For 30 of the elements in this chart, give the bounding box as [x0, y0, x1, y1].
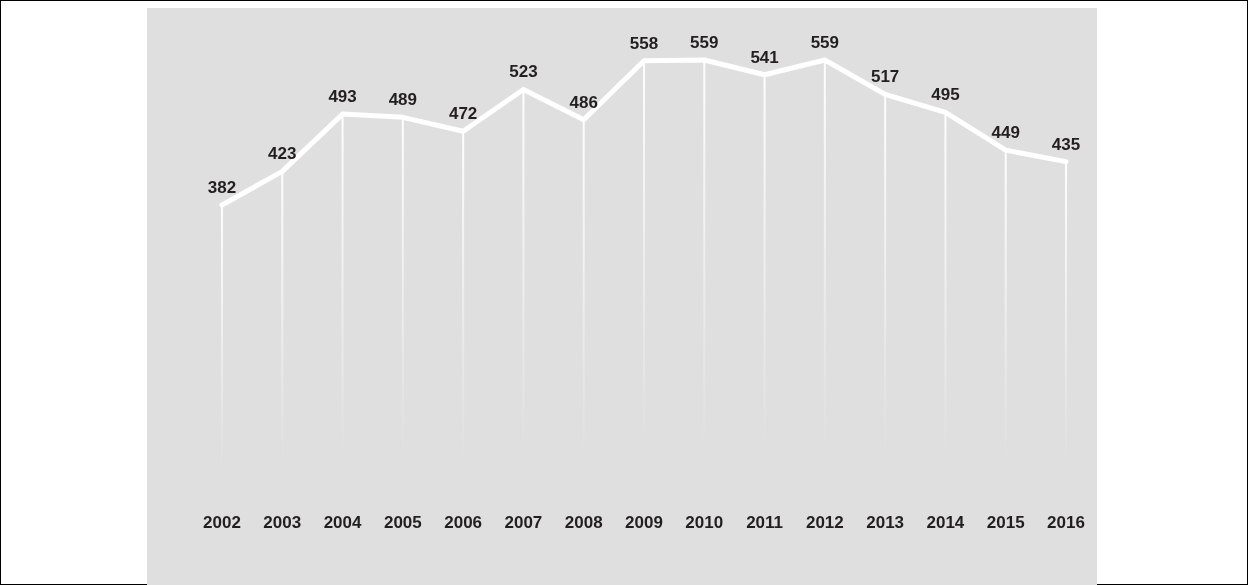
x-tick-label: 2010: [685, 513, 724, 532]
data-label: 423: [268, 144, 297, 164]
x-tick-label: 2007: [504, 513, 543, 532]
data-label: 558: [629, 33, 659, 53]
data-label: 517: [870, 67, 900, 87]
x-tick-label: 2009: [625, 513, 663, 532]
x-tick-label: 2004: [323, 513, 363, 532]
data-label: 541: [750, 47, 779, 67]
data-label: 559: [690, 33, 719, 52]
data-label: 449: [991, 123, 1020, 143]
data-label: 493: [328, 87, 357, 107]
x-tick-label: 2002: [203, 513, 241, 532]
x-tick-label: 2011: [746, 513, 784, 532]
data-label: 472: [448, 104, 478, 124]
x-tick-label: 2003: [263, 513, 302, 532]
data-label: 382: [207, 178, 237, 198]
x-tick-label: 2015: [986, 513, 1025, 532]
x-tick-label: 2008: [564, 513, 603, 532]
x-tick-label: 2013: [866, 513, 905, 532]
x-tick-label: 2016: [1047, 513, 1085, 532]
data-label: 489: [388, 90, 418, 110]
data-label: 486: [569, 92, 598, 112]
data-label: 495: [931, 85, 960, 105]
x-tick-label: 2012: [805, 513, 844, 532]
x-tick-label: 2005: [383, 513, 422, 532]
data-label: 559: [810, 33, 840, 52]
x-tick-label: 2014: [926, 513, 965, 532]
data-label: 435: [1051, 134, 1081, 154]
x-tick-label: 2006: [444, 513, 483, 532]
data-label: 523: [509, 62, 538, 82]
